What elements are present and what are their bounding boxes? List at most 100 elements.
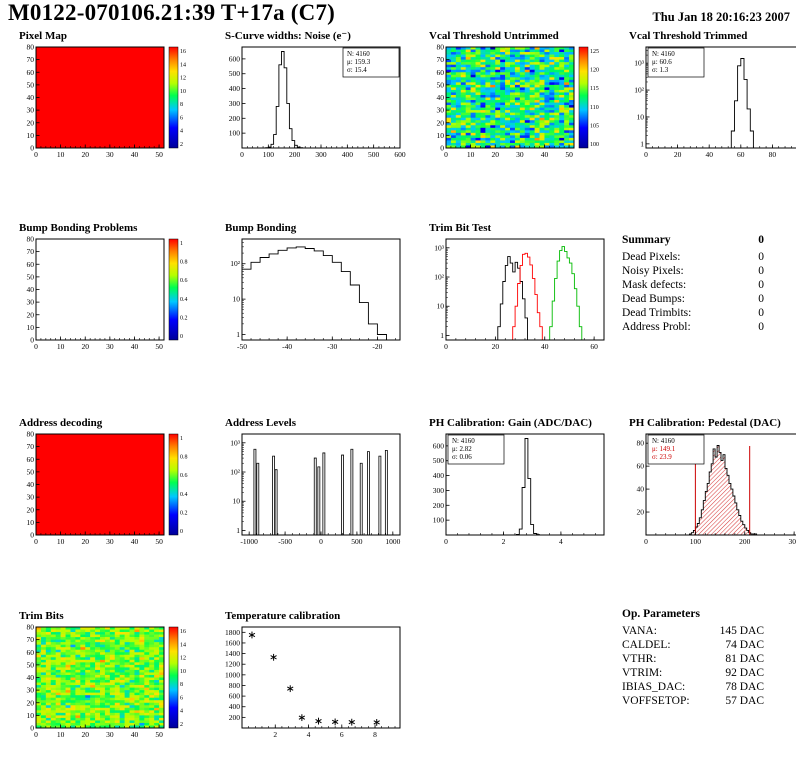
svg-text:60: 60 xyxy=(437,68,445,77)
svg-text:0.4: 0.4 xyxy=(180,492,188,498)
op-parameters-header: Op. Parameters xyxy=(622,608,764,620)
summary-row-dead-pixels: Dead Pixels: 0 xyxy=(622,250,764,264)
op-param-value: 145 DAC xyxy=(719,625,764,637)
summary-label: Noisy Pixels: xyxy=(622,265,684,277)
svg-text:30: 30 xyxy=(106,342,114,351)
plot-trim-bits: Trim Bits 0 10 20 30 40 50 0 10 20 30 40 50 60 70 80 16… xyxy=(6,610,210,745)
plot-bump-bonding-problems: Bump Bonding Problems 0 10 20 30 40 50 0 10 20 30… xyxy=(6,222,210,357)
svg-text:115: 115 xyxy=(590,86,599,92)
summary-value: 0 xyxy=(758,279,764,291)
svg-text:40: 40 xyxy=(27,480,35,489)
svg-text:600: 600 xyxy=(229,54,241,63)
scurve-noise-chart: 0 100 200 300 400 500 600 100 200 300 400 500 600 N: … xyxy=(229,46,406,159)
svg-text:16: 16 xyxy=(180,49,186,55)
svg-text:80: 80 xyxy=(27,623,35,632)
svg-text:80: 80 xyxy=(27,235,35,244)
svg-text:0: 0 xyxy=(34,537,38,546)
svg-text:4: 4 xyxy=(559,537,563,546)
summary-panel: Summary 0 Dead Pixels: 0 Noisy Pixels: 0… xyxy=(622,234,764,334)
svg-text:σ: 1.3: σ: 1.3 xyxy=(652,66,669,74)
plot-title-vcal-untrimmed: Vcal Threshold Untrimmed xyxy=(429,30,559,42)
svg-text:20: 20 xyxy=(437,118,445,127)
summary-value: 0 xyxy=(758,251,764,263)
svg-text:20: 20 xyxy=(27,505,35,514)
svg-text:100: 100 xyxy=(433,516,445,525)
svg-text:0.8: 0.8 xyxy=(180,260,188,266)
svg-text:60: 60 xyxy=(27,455,35,464)
page-title: M0122-070106.21:39 T+17a (C7) xyxy=(8,0,336,25)
svg-text:2: 2 xyxy=(273,730,277,739)
svg-text:10: 10 xyxy=(467,150,475,159)
svg-text:40: 40 xyxy=(27,93,35,102)
svg-text:1600: 1600 xyxy=(225,638,240,647)
plot-title-trim-bits: Trim Bits xyxy=(19,610,64,622)
plot-title-ph-pedestal: PH Calibration: Pedestal (DAC) xyxy=(629,417,781,429)
svg-text:0: 0 xyxy=(444,150,448,159)
svg-text:4: 4 xyxy=(307,730,311,739)
svg-text:40: 40 xyxy=(27,285,35,294)
plot-scurve-noise: S-Curve widths: Noise (e⁻) 0 100 200 300 400… xyxy=(212,30,416,165)
svg-text:400: 400 xyxy=(433,471,445,480)
plot-bump-bonding: Bump Bonding -50 -40 -30 -20 1 10 10² xyxy=(212,222,416,357)
op-param-label: IBIAS_DAC: xyxy=(622,681,686,693)
svg-text:10²: 10² xyxy=(230,468,241,477)
svg-text:0: 0 xyxy=(319,537,323,546)
summary-row-dead-trimbits: Dead Trimbits: 0 xyxy=(622,306,764,320)
svg-text:40: 40 xyxy=(541,150,549,159)
svg-text:30: 30 xyxy=(27,106,35,115)
svg-text:0.6: 0.6 xyxy=(180,278,188,284)
svg-text:2: 2 xyxy=(502,537,506,546)
svg-text:70: 70 xyxy=(27,55,35,64)
svg-text:40: 40 xyxy=(637,485,645,494)
svg-text:10³: 10³ xyxy=(434,243,445,252)
svg-text:20: 20 xyxy=(81,342,89,351)
svg-text:0.2: 0.2 xyxy=(180,315,188,321)
svg-text:6: 6 xyxy=(340,730,344,739)
svg-text:6: 6 xyxy=(180,115,183,121)
svg-text:1000: 1000 xyxy=(385,537,400,546)
plot-vcal-trimmed: Vcal Threshold Trimmed 02040608010011010… xyxy=(616,30,796,165)
svg-text:125: 125 xyxy=(590,49,599,55)
svg-text:16: 16 xyxy=(180,629,186,635)
svg-text:50: 50 xyxy=(565,150,573,159)
svg-text:20: 20 xyxy=(81,730,89,739)
op-param-row-vtrim: VTRIM: 92 DAC xyxy=(622,666,764,680)
op-param-value: 78 DAC xyxy=(725,681,764,693)
svg-text:60: 60 xyxy=(27,648,35,657)
svg-text:0: 0 xyxy=(34,730,38,739)
svg-text:500: 500 xyxy=(351,537,363,546)
svg-text:-1000: -1000 xyxy=(240,537,258,546)
svg-text:20: 20 xyxy=(674,150,682,159)
svg-text:80: 80 xyxy=(769,150,777,159)
svg-text:40: 40 xyxy=(131,342,139,351)
svg-text:30: 30 xyxy=(106,537,114,546)
svg-text:50: 50 xyxy=(155,342,163,351)
plot-title-address-levels: Address Levels xyxy=(225,417,296,429)
svg-text:14: 14 xyxy=(180,642,186,648)
svg-text:500: 500 xyxy=(433,456,445,465)
op-param-row-vthr: VTHR: 81 DAC xyxy=(622,652,764,666)
svg-text:10: 10 xyxy=(27,323,35,332)
svg-text:1800: 1800 xyxy=(225,628,240,637)
trim-bits-chart: 0 10 20 30 40 50 0 10 20 30 40 50 60 70 80 16 14 12 10 8 6 4 2 xyxy=(27,623,187,739)
plot-title-vcal-trimmed: Vcal Threshold Trimmed xyxy=(629,30,748,42)
summary-value: 0 xyxy=(758,265,764,277)
svg-text:0: 0 xyxy=(34,342,38,351)
svg-text:120: 120 xyxy=(590,68,599,74)
svg-text:40: 40 xyxy=(437,93,445,102)
summary-label: Address Probl: xyxy=(622,321,691,333)
svg-text:10: 10 xyxy=(27,131,35,140)
svg-text:110: 110 xyxy=(590,105,599,111)
summary-value: 0 xyxy=(758,307,764,319)
svg-text:10: 10 xyxy=(180,669,186,675)
svg-text:0: 0 xyxy=(440,144,444,153)
svg-text:20: 20 xyxy=(27,698,35,707)
svg-text:40: 40 xyxy=(27,673,35,682)
svg-text:0: 0 xyxy=(444,537,448,546)
svg-text:100: 100 xyxy=(229,129,241,138)
op-param-value: 57 DAC xyxy=(725,695,764,707)
svg-text:0: 0 xyxy=(30,144,34,153)
svg-text:-500: -500 xyxy=(278,537,292,546)
svg-text:2: 2 xyxy=(180,142,183,148)
svg-text:60: 60 xyxy=(737,150,745,159)
